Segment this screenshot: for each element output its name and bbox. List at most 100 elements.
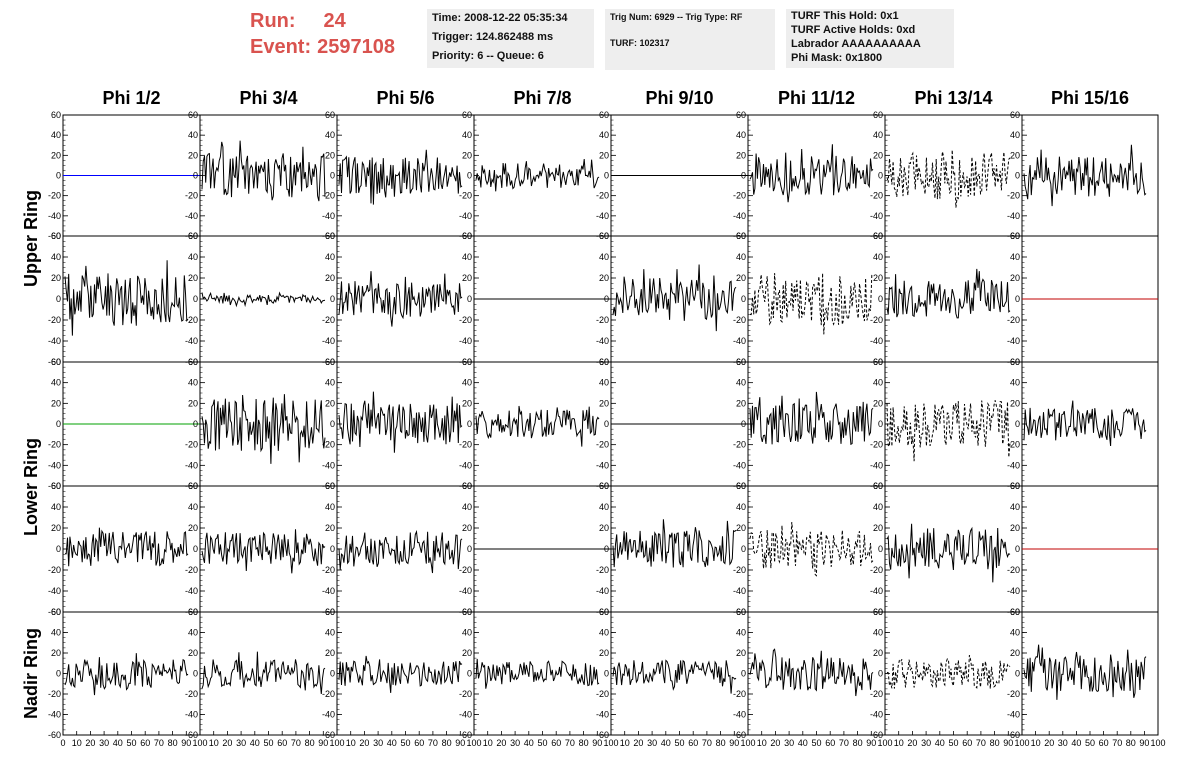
y-tick-label: 0 (193, 669, 198, 679)
y-tick-label: -20 (596, 191, 609, 201)
x-tick-label: 90 (318, 738, 328, 748)
column-header: Phi 5/6 (376, 88, 434, 108)
y-tick-label: 40 (188, 252, 198, 262)
x-tick-label: 60 (962, 738, 972, 748)
y-tick-label: -40 (733, 586, 746, 596)
y-tick-label: -40 (322, 586, 335, 596)
y-tick-label: 20 (462, 273, 472, 283)
y-tick-label: -40 (48, 211, 61, 221)
x-tick-label: 10 (72, 738, 82, 748)
run-label: Run: (250, 10, 296, 32)
y-tick-label: 20 (325, 273, 335, 283)
y-tick-label: 40 (1010, 130, 1020, 140)
x-tick-label: 70 (291, 738, 301, 748)
x-tick-label: 100 (1014, 738, 1029, 748)
y-tick-label: 40 (873, 252, 883, 262)
x-tick-label: 90 (729, 738, 739, 748)
y-tick-label: 20 (462, 648, 472, 658)
y-tick-label: -20 (870, 689, 883, 699)
panel-frame (884, 485, 1023, 613)
y-tick-label: 0 (1015, 419, 1020, 429)
y-tick-label: -40 (459, 460, 472, 470)
turf-info-box: TURF This Hold: 0x1 TURF Active Holds: 0… (786, 9, 954, 68)
y-tick-label: 0 (1015, 669, 1020, 679)
y-tick-label: 20 (1010, 150, 1020, 160)
x-tick-label: 50 (1085, 738, 1095, 748)
y-tick-label: -20 (596, 440, 609, 450)
y-tick-label: 40 (736, 378, 746, 388)
y-tick-label: 60 (462, 481, 472, 491)
y-tick-label: 60 (1010, 607, 1020, 617)
x-tick-label: 50 (400, 738, 410, 748)
waveform-trace (749, 273, 874, 335)
x-tick-label: 90 (592, 738, 602, 748)
x-tick-label: 30 (784, 738, 794, 748)
y-tick-label: 60 (873, 481, 883, 491)
y-tick-label: 20 (736, 398, 746, 408)
y-tick-label: -20 (1007, 565, 1020, 575)
y-tick-label: 20 (462, 523, 472, 533)
y-tick-label: 40 (736, 252, 746, 262)
waveform-trace (64, 260, 189, 336)
x-tick-label: 100 (1150, 738, 1165, 748)
y-tick-label: -40 (459, 586, 472, 596)
y-tick-label: 20 (736, 150, 746, 160)
y-tick-label: 60 (873, 110, 883, 120)
y-tick-label: -40 (322, 460, 335, 470)
x-tick-label: 30 (921, 738, 931, 748)
waveform-trace (201, 394, 326, 464)
y-tick-label: 40 (599, 252, 609, 262)
y-tick-label: 0 (604, 294, 609, 304)
y-tick-label: -20 (185, 315, 198, 325)
waveform-trace (1023, 400, 1147, 447)
y-tick-label: -40 (870, 336, 883, 346)
y-tick-label: 40 (873, 502, 883, 512)
event-label: Event: (250, 36, 312, 58)
y-tick-label: 20 (325, 523, 335, 533)
y-tick-label: 0 (330, 669, 335, 679)
y-tick-label: 0 (467, 294, 472, 304)
y-tick-label: -40 (733, 710, 746, 720)
waveform-trace (201, 529, 326, 574)
y-tick-label: 0 (741, 544, 746, 554)
x-tick-label: 80 (305, 738, 315, 748)
y-tick-label: 60 (736, 110, 746, 120)
y-tick-label: 40 (51, 378, 61, 388)
y-tick-label: 0 (467, 669, 472, 679)
y-tick-label: 0 (878, 294, 883, 304)
x-tick-label: 100 (466, 738, 481, 748)
waveform-trace (201, 140, 326, 202)
y-tick-label: 40 (1010, 502, 1020, 512)
y-tick-label: 60 (599, 231, 609, 241)
y-tick-label: -40 (596, 211, 609, 221)
y-tick-label: 20 (873, 648, 883, 658)
y-tick-label: 20 (51, 523, 61, 533)
y-tick-label: 0 (878, 419, 883, 429)
x-tick-label: 20 (359, 738, 369, 748)
y-tick-label: 0 (193, 419, 198, 429)
y-tick-label: 40 (1010, 252, 1020, 262)
x-tick-label: 50 (537, 738, 547, 748)
waveform-trace (612, 519, 737, 568)
y-tick-label: 60 (325, 481, 335, 491)
y-tick-label: 40 (462, 130, 472, 140)
column-header: Phi 11/12 (778, 88, 855, 108)
x-tick-label: 30 (373, 738, 383, 748)
labrador-text: Labrador AAAAAAAAAA (791, 38, 921, 50)
y-tick-label: -20 (596, 565, 609, 575)
waveform-trace (886, 149, 1011, 208)
waveform-trace (749, 648, 874, 697)
y-tick-label: 60 (188, 110, 198, 120)
y-tick-label: 20 (1010, 648, 1020, 658)
y-tick-label: -20 (1007, 440, 1020, 450)
y-tick-label: 60 (51, 110, 61, 120)
y-tick-label: -40 (596, 586, 609, 596)
y-tick-label: -40 (459, 211, 472, 221)
x-tick-label: 10 (1031, 738, 1041, 748)
y-tick-label: -20 (733, 315, 746, 325)
y-tick-label: 60 (462, 231, 472, 241)
waveform-trace (1023, 644, 1147, 700)
y-tick-label: -20 (48, 689, 61, 699)
y-tick-label: -40 (185, 460, 198, 470)
y-tick-label: 0 (741, 171, 746, 181)
